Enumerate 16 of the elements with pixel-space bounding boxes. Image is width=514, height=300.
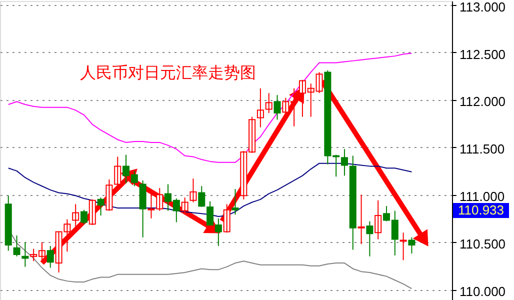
- text: 110.933: [458, 202, 504, 218]
- line-series: [8, 52, 412, 163]
- candlestick: [232, 188, 239, 216]
- y-tick-label: 112.500: [460, 46, 506, 62]
- text: 人民币对日元汇率走势图: [80, 64, 256, 82]
- candlestick: [22, 242, 29, 268]
- y-tick-label: 111.000: [460, 189, 505, 204]
- candlestick: [358, 194, 365, 245]
- candlestick: [400, 232, 407, 261]
- candlestick: [408, 236, 416, 254]
- y-tick-label: 110.500: [460, 236, 506, 252]
- y-tick-label: 113.000: [460, 0, 506, 14]
- candlestick: [256, 88, 264, 128]
- y-tick-label: 110.000: [460, 284, 506, 300]
- y-tick-label: 112.000: [460, 94, 506, 110]
- y-tick-label: 111.500: [460, 142, 505, 157]
